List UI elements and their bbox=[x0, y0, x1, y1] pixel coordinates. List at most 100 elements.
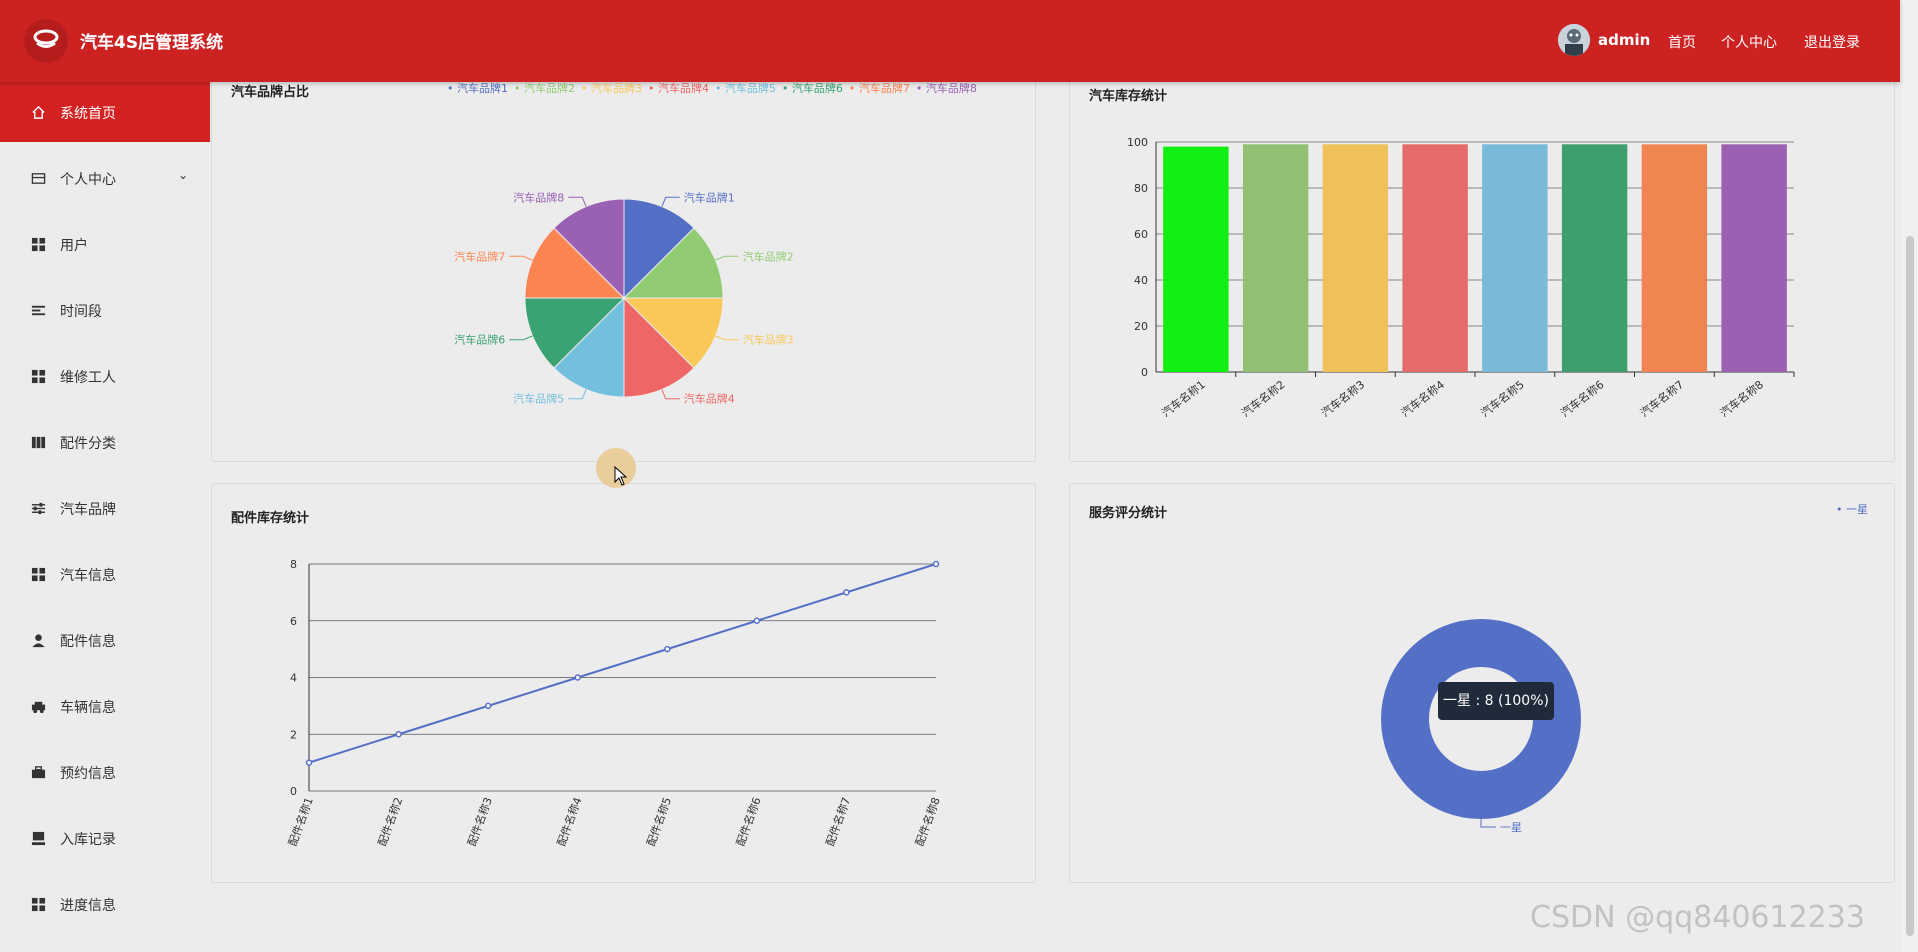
legend-label: 一星 bbox=[1846, 503, 1868, 516]
pie-label: 汽车品牌1 bbox=[684, 190, 735, 204]
sidebar-item-timeslot[interactable]: 时间段 bbox=[0, 280, 210, 340]
bar bbox=[1242, 144, 1309, 372]
data-point bbox=[843, 589, 850, 596]
pie-label-line bbox=[661, 389, 680, 400]
x-tick-label: 汽车名称7 bbox=[1637, 377, 1686, 419]
sidebar-item-workers[interactable]: 维修工人 bbox=[0, 346, 210, 406]
pie-label: 汽车品牌5 bbox=[513, 392, 564, 406]
legend-item[interactable]: • 汽车品牌3 bbox=[580, 82, 642, 95]
chevron-down-icon: ⌄ bbox=[177, 168, 188, 182]
pie-label: 汽车品牌4 bbox=[684, 392, 735, 406]
grid-icon bbox=[31, 237, 46, 252]
data-point bbox=[395, 731, 402, 738]
nav-logout-link[interactable]: 退出登录 bbox=[1804, 35, 1860, 51]
sidebar-item-users[interactable]: 用户 bbox=[0, 214, 210, 274]
y-tick-label: 20 bbox=[1134, 320, 1148, 333]
rating-legend-item[interactable]: • 一星 bbox=[1836, 503, 1868, 516]
briefcase-icon bbox=[31, 766, 46, 779]
bar bbox=[1482, 144, 1548, 372]
bar bbox=[1322, 144, 1389, 372]
person-icon bbox=[32, 634, 45, 648]
chart-title: 配件库存统计 bbox=[231, 511, 310, 526]
bar bbox=[1561, 144, 1628, 372]
legend-item[interactable]: • 汽车品牌4 bbox=[647, 82, 709, 95]
scrollbar-thumb[interactable] bbox=[1906, 236, 1914, 936]
sidebar-item-label: 汽车品牌 bbox=[60, 502, 116, 518]
y-tick-label: 40 bbox=[1134, 274, 1148, 287]
legend-item[interactable]: • 汽车品牌7 bbox=[848, 82, 910, 95]
y-tick-label: 6 bbox=[290, 615, 297, 628]
bar bbox=[1163, 146, 1229, 372]
sidebar-item-label: 进度信息 bbox=[60, 898, 116, 914]
brand-legend: • 汽车品牌1 • 汽车品牌2 • 汽车品牌3 • 汽车品牌4 • 汽车品牌5 • 汽车品… bbox=[447, 80, 983, 96]
pie-label-line bbox=[568, 389, 587, 400]
legend-item[interactable]: • 汽车品牌8 bbox=[915, 82, 977, 95]
sidebar-item-part-category[interactable]: 配件分类 bbox=[0, 412, 210, 472]
chart-title: 服务评分统计 bbox=[1089, 506, 1168, 521]
sidebar-item-label: 系统首页 bbox=[60, 106, 116, 122]
pie-label-line bbox=[715, 335, 739, 341]
list-icon bbox=[31, 305, 46, 316]
avatar[interactable] bbox=[1558, 24, 1590, 56]
sidebar-item-label: 个人中心 bbox=[60, 172, 116, 188]
sidebar-item-progress[interactable]: 进度信息 bbox=[0, 874, 210, 934]
sidebar-item-label: 配件信息 bbox=[60, 634, 116, 650]
sidebar-item-label: 配件分类 bbox=[60, 436, 116, 452]
service-rating-panel: 服务评分统计 • 一星 一星 bbox=[1069, 483, 1895, 883]
monitor-icon bbox=[31, 831, 46, 846]
car-icon bbox=[31, 701, 46, 714]
legend-item[interactable]: • 汽车品牌2 bbox=[513, 82, 575, 95]
sidebar-item-label: 入库记录 bbox=[60, 832, 116, 848]
sidebar-item-profile[interactable]: 个人中心 ⌄ bbox=[0, 148, 210, 208]
x-tick-label: 汽车名称6 bbox=[1558, 377, 1607, 419]
pie-label-line bbox=[661, 196, 680, 207]
parts-stock-panel: 配件库存统计 0 2 4 6 8 配件名称1 配件名称2 配件名称3 配件名称4 配件名称5 配件名… bbox=[211, 483, 1036, 883]
series-line bbox=[308, 563, 937, 764]
y-tick-label: 80 bbox=[1134, 182, 1148, 195]
legend-item[interactable]: • 汽车品牌1 bbox=[447, 82, 508, 95]
sidebar: 系统首页 个人中心 ⌄ 用户 时间段 维修工人 配件分类 汽车品牌 汽车信息 配… bbox=[0, 82, 210, 952]
book-icon bbox=[31, 436, 46, 449]
mouse-cursor-icon bbox=[614, 466, 628, 486]
x-tick-label: 配件名称4 bbox=[554, 795, 585, 848]
page-scrollbar[interactable] bbox=[1902, 0, 1918, 952]
app-logo bbox=[24, 19, 68, 63]
sidebar-item-stock-in[interactable]: 入库记录 bbox=[0, 808, 210, 868]
y-tick-label: 100 bbox=[1127, 136, 1148, 149]
nav-home-link[interactable]: 首页 bbox=[1668, 35, 1696, 51]
grid-icon bbox=[31, 369, 46, 384]
legend-item[interactable]: • 汽车品牌5 bbox=[714, 82, 776, 95]
sidebar-item-car-brand[interactable]: 汽车品牌 bbox=[0, 478, 210, 538]
y-tick-label: 60 bbox=[1134, 228, 1148, 241]
pie-label: 汽车品牌6 bbox=[454, 333, 505, 347]
sidebar-item-home[interactable]: 系统首页 bbox=[0, 82, 210, 142]
bar bbox=[1721, 144, 1787, 372]
sidebar-item-label: 预约信息 bbox=[60, 766, 116, 782]
x-tick-label: 配件名称6 bbox=[733, 795, 764, 848]
x-tick-label: 配件名称3 bbox=[464, 795, 495, 848]
y-tick-label: 0 bbox=[290, 785, 297, 798]
sidebar-item-label: 时间段 bbox=[60, 304, 102, 320]
x-tick-label: 配件名称7 bbox=[823, 795, 854, 848]
pie-label: 汽车品牌7 bbox=[454, 249, 505, 263]
x-tick-label: 汽车名称5 bbox=[1478, 377, 1527, 419]
data-point bbox=[574, 674, 581, 681]
sidebar-item-appointment[interactable]: 预约信息 bbox=[0, 742, 210, 802]
y-tick-label: 2 bbox=[290, 728, 297, 741]
user-avatar-icon bbox=[1558, 24, 1590, 56]
x-tick-label: 配件名称8 bbox=[912, 795, 943, 848]
sliders-icon bbox=[31, 502, 46, 515]
sidebar-item-label: 车辆信息 bbox=[60, 700, 116, 716]
home-icon bbox=[32, 105, 45, 119]
pie-label: 汽车品牌2 bbox=[743, 249, 794, 263]
brand-pie-chart: 汽车品牌1 汽车品牌2 汽车品牌3 汽车品牌4 汽车品牌5 汽车品牌6 汽车品牌7 汽车品牌8 bbox=[454, 190, 794, 406]
sidebar-item-car-info[interactable]: 汽车信息 bbox=[0, 544, 210, 604]
chart-tooltip: 一星 : 8 (100%) bbox=[1438, 682, 1554, 720]
x-tick-label: 配件名称1 bbox=[285, 795, 316, 848]
service-rating-donut-chart: 一星 bbox=[1381, 619, 1581, 834]
car-stock-panel: 汽车库存统计 0 20 40 60 80 100 汽车名称1 汽车名称2 汽车名称3 汽车名称4 汽… bbox=[1069, 60, 1895, 462]
legend-item[interactable]: • 汽车品牌6 bbox=[781, 82, 843, 95]
sidebar-item-vehicle-info[interactable]: 车辆信息 bbox=[0, 676, 210, 736]
nav-profile-link[interactable]: 个人中心 bbox=[1721, 35, 1777, 51]
sidebar-item-part-info[interactable]: 配件信息 bbox=[0, 610, 210, 670]
